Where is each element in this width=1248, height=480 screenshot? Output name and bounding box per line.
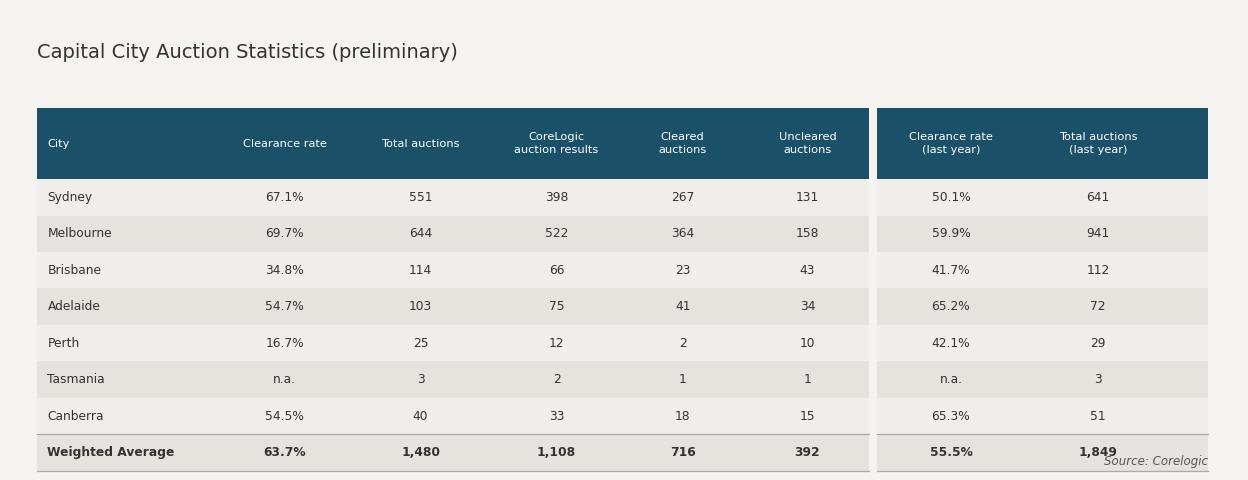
FancyBboxPatch shape xyxy=(877,179,1208,216)
Text: Cleared
auctions: Cleared auctions xyxy=(659,132,706,155)
Text: 65.3%: 65.3% xyxy=(931,409,971,423)
Text: 54.5%: 54.5% xyxy=(265,409,305,423)
Text: 398: 398 xyxy=(545,191,568,204)
Text: 941: 941 xyxy=(1087,227,1109,240)
FancyBboxPatch shape xyxy=(877,252,1208,288)
FancyBboxPatch shape xyxy=(37,108,869,179)
FancyBboxPatch shape xyxy=(877,288,1208,325)
FancyBboxPatch shape xyxy=(37,398,869,434)
Text: 131: 131 xyxy=(796,191,819,204)
Text: 66: 66 xyxy=(549,264,564,277)
Text: Total auctions
(last year): Total auctions (last year) xyxy=(1060,132,1137,155)
Text: 59.9%: 59.9% xyxy=(931,227,971,240)
FancyBboxPatch shape xyxy=(37,325,869,361)
Text: Tasmania: Tasmania xyxy=(47,373,105,386)
Text: 551: 551 xyxy=(409,191,432,204)
FancyBboxPatch shape xyxy=(37,434,869,471)
Text: 63.7%: 63.7% xyxy=(263,446,306,459)
Text: 2: 2 xyxy=(679,336,686,350)
Text: Canberra: Canberra xyxy=(47,409,104,423)
Text: Brisbane: Brisbane xyxy=(47,264,101,277)
Text: 114: 114 xyxy=(409,264,432,277)
FancyBboxPatch shape xyxy=(37,216,869,252)
Text: 55.5%: 55.5% xyxy=(930,446,972,459)
Text: 41: 41 xyxy=(675,300,690,313)
Text: 51: 51 xyxy=(1091,409,1106,423)
Text: 1: 1 xyxy=(804,373,811,386)
Text: 641: 641 xyxy=(1087,191,1109,204)
Text: 33: 33 xyxy=(549,409,564,423)
Text: 41.7%: 41.7% xyxy=(932,264,970,277)
Text: Uncleared
auctions: Uncleared auctions xyxy=(779,132,836,155)
Text: Source: Corelogic: Source: Corelogic xyxy=(1104,455,1208,468)
Text: 15: 15 xyxy=(800,409,815,423)
Text: 25: 25 xyxy=(413,336,428,350)
FancyBboxPatch shape xyxy=(37,252,869,288)
Text: 267: 267 xyxy=(671,191,694,204)
Text: Adelaide: Adelaide xyxy=(47,300,100,313)
Text: 29: 29 xyxy=(1091,336,1106,350)
Text: 364: 364 xyxy=(671,227,694,240)
Text: 72: 72 xyxy=(1091,300,1106,313)
Text: 18: 18 xyxy=(675,409,690,423)
Text: 34: 34 xyxy=(800,300,815,313)
Text: 522: 522 xyxy=(545,227,568,240)
Text: 716: 716 xyxy=(670,446,695,459)
Text: 1: 1 xyxy=(679,373,686,386)
FancyBboxPatch shape xyxy=(877,108,1208,179)
Text: Perth: Perth xyxy=(47,336,80,350)
Text: 23: 23 xyxy=(675,264,690,277)
Text: 10: 10 xyxy=(800,336,815,350)
Text: Capital City Auction Statistics (preliminary): Capital City Auction Statistics (prelimi… xyxy=(37,43,458,62)
Text: 1,849: 1,849 xyxy=(1078,446,1118,459)
FancyBboxPatch shape xyxy=(877,216,1208,252)
Text: 3: 3 xyxy=(1094,373,1102,386)
Text: 43: 43 xyxy=(800,264,815,277)
Text: 158: 158 xyxy=(796,227,819,240)
FancyBboxPatch shape xyxy=(877,361,1208,398)
Text: 2: 2 xyxy=(553,373,560,386)
Text: 65.2%: 65.2% xyxy=(931,300,971,313)
Text: 75: 75 xyxy=(549,300,564,313)
Text: 67.1%: 67.1% xyxy=(266,191,303,204)
Text: 50.1%: 50.1% xyxy=(931,191,971,204)
Text: 103: 103 xyxy=(409,300,432,313)
Text: Total auctions: Total auctions xyxy=(382,139,459,148)
Text: 644: 644 xyxy=(409,227,432,240)
Text: 112: 112 xyxy=(1087,264,1109,277)
Text: 42.1%: 42.1% xyxy=(932,336,970,350)
Text: CoreLogic
auction results: CoreLogic auction results xyxy=(514,132,599,155)
Text: 54.7%: 54.7% xyxy=(265,300,305,313)
FancyBboxPatch shape xyxy=(877,434,1208,471)
FancyBboxPatch shape xyxy=(37,179,869,216)
FancyBboxPatch shape xyxy=(877,325,1208,361)
FancyBboxPatch shape xyxy=(37,288,869,325)
Text: 12: 12 xyxy=(549,336,564,350)
FancyBboxPatch shape xyxy=(877,398,1208,434)
FancyBboxPatch shape xyxy=(37,361,869,398)
Text: Weighted Average: Weighted Average xyxy=(47,446,175,459)
Text: Clearance rate
(last year): Clearance rate (last year) xyxy=(909,132,993,155)
Text: Sydney: Sydney xyxy=(47,191,92,204)
Text: 1,108: 1,108 xyxy=(537,446,577,459)
Text: 392: 392 xyxy=(795,446,820,459)
Text: 34.8%: 34.8% xyxy=(265,264,305,277)
Text: 3: 3 xyxy=(417,373,424,386)
Text: n.a.: n.a. xyxy=(940,373,962,386)
Text: 16.7%: 16.7% xyxy=(266,336,303,350)
Text: 1,480: 1,480 xyxy=(401,446,441,459)
Text: 40: 40 xyxy=(413,409,428,423)
Text: Melbourne: Melbourne xyxy=(47,227,112,240)
Text: City: City xyxy=(47,139,70,148)
Text: 69.7%: 69.7% xyxy=(266,227,303,240)
Text: n.a.: n.a. xyxy=(273,373,296,386)
Text: Clearance rate: Clearance rate xyxy=(242,139,327,148)
